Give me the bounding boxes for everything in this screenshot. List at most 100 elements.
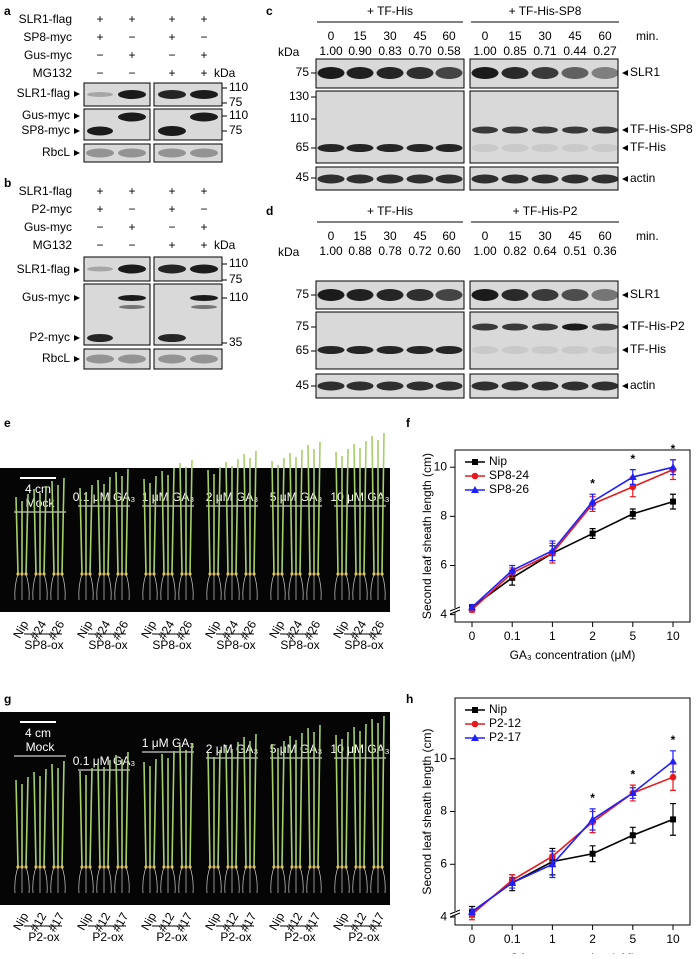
- pointer: [74, 295, 80, 301]
- seed: [212, 865, 216, 869]
- condition-label: P2-myc: [31, 202, 72, 216]
- x-tick-label: 1: [549, 932, 556, 946]
- time-label: 30: [538, 229, 552, 243]
- root: [25, 573, 30, 601]
- seed: [308, 572, 312, 576]
- seedling: [217, 466, 221, 575]
- ratio-label: 0.64: [533, 244, 557, 258]
- seed: [280, 865, 284, 869]
- root: [242, 573, 247, 601]
- seedling: [271, 743, 275, 868]
- band: [561, 346, 589, 354]
- seedling: [243, 453, 247, 575]
- root: [242, 866, 247, 894]
- time-label: 0: [328, 229, 335, 243]
- seed: [376, 865, 380, 869]
- band: [406, 346, 434, 354]
- marker-label: 65: [296, 343, 310, 357]
- ratio-label: 0.44: [563, 44, 587, 58]
- seed: [372, 572, 376, 576]
- seed: [170, 572, 174, 576]
- time-label: 45: [413, 29, 427, 43]
- root: [288, 866, 293, 894]
- point: [589, 530, 596, 537]
- x-tick-label: 2: [589, 932, 596, 946]
- band: [591, 381, 619, 391]
- significance-mark: *: [590, 476, 595, 490]
- scale-bar-label: 4 cm: [25, 482, 51, 496]
- y-tick-label: 10: [434, 459, 448, 473]
- panel-label: b: [4, 176, 11, 190]
- seedling: [289, 452, 293, 575]
- panel-label: a: [4, 4, 11, 18]
- band: [502, 323, 528, 331]
- seed: [230, 865, 234, 869]
- marker-label: 75: [296, 319, 310, 333]
- band-label: RbcL: [42, 145, 70, 159]
- seed: [180, 572, 184, 576]
- legend-marker: [471, 472, 479, 480]
- group-label: + TF-His: [367, 4, 413, 18]
- band: [561, 174, 589, 184]
- treatment-sign: +: [168, 184, 175, 198]
- band: [501, 346, 529, 354]
- treatment-sign: +: [168, 30, 175, 44]
- seed: [148, 572, 152, 576]
- seed: [162, 865, 166, 869]
- blot: [153, 82, 223, 107]
- seed: [20, 865, 24, 869]
- seed: [340, 572, 344, 576]
- point: [508, 878, 517, 886]
- treatment-sign: +: [200, 48, 207, 62]
- band: [472, 126, 498, 134]
- seed: [276, 572, 280, 576]
- treatment-sign: +: [96, 184, 103, 198]
- seedling: [381, 432, 385, 575]
- treatment-sign: +: [128, 184, 135, 198]
- seed: [252, 865, 256, 869]
- condition-label: SLR1-flag: [19, 12, 72, 26]
- seed: [344, 865, 348, 869]
- marker-label: 75: [296, 287, 310, 301]
- band: [435, 289, 463, 301]
- band: [471, 289, 499, 301]
- band: [190, 112, 218, 122]
- band: [118, 264, 146, 274]
- band: [376, 174, 404, 184]
- root: [178, 573, 183, 601]
- band: [501, 381, 529, 391]
- root: [217, 573, 222, 601]
- seed: [290, 572, 294, 576]
- seed: [216, 572, 220, 576]
- seedling: [317, 724, 321, 868]
- blot: [83, 348, 151, 370]
- axis-break-gap: [451, 911, 459, 915]
- point: [629, 510, 636, 517]
- pointer: [622, 347, 628, 353]
- root: [224, 866, 229, 894]
- band: [591, 289, 619, 301]
- treatment-sign: −: [128, 66, 135, 80]
- marker-label: 45: [296, 378, 310, 392]
- band: [501, 174, 529, 184]
- band: [118, 112, 146, 122]
- seed: [208, 865, 212, 869]
- treatment-sign: −: [96, 66, 103, 80]
- pointer: [74, 335, 80, 341]
- seedling: [235, 458, 239, 575]
- seed: [24, 865, 28, 869]
- blot: [83, 143, 151, 163]
- band: [532, 323, 558, 331]
- root: [61, 573, 66, 601]
- seed: [116, 865, 120, 869]
- seed: [354, 865, 358, 869]
- condition-label: Gus-myc: [24, 48, 72, 62]
- panel-label: h: [406, 692, 413, 706]
- point: [548, 546, 557, 554]
- treatment-sign: +: [168, 66, 175, 80]
- seed: [120, 865, 124, 869]
- seedling: [299, 449, 303, 575]
- point: [628, 473, 637, 481]
- band: [471, 144, 499, 152]
